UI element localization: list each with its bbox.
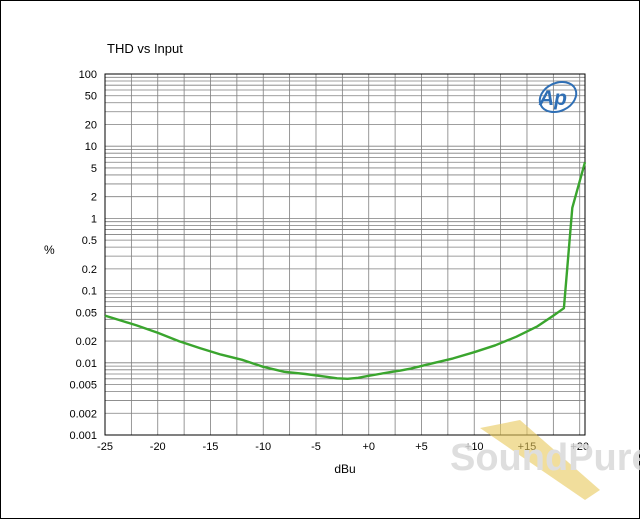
x-tick-label: +10 [465,441,484,453]
y-tick-label: 0.1 [82,286,97,298]
y-tick-label: 0.2 [82,264,97,276]
y-tick-label: 5 [91,163,97,175]
soundpure-watermark-icon: SoundPure [450,420,640,500]
y-tick-label: 0.5 [82,235,97,247]
y-tick-label: 0.005 [69,380,97,392]
y-tick-label: 100 [79,69,97,81]
x-axis-label: dBu [334,462,355,476]
y-axis-label: % [44,243,55,257]
y-tick-label: 50 [85,91,97,103]
y-tick-label: 0.001 [69,430,97,442]
ap-logo-text: Ap [538,87,567,110]
watermark-text: SoundPure [450,437,640,479]
y-tick-label: 2 [91,192,97,204]
y-tick-label: 0.02 [76,336,97,348]
y-tick-label: 0.002 [69,408,97,420]
x-tick-label: -10 [255,441,271,453]
y-tick-label: 20 [85,119,97,131]
grid [104,74,585,435]
thd-series-line [104,161,587,380]
plot-border [104,73,586,436]
x-tick-label: +20 [570,441,589,453]
chart-title: THD vs Input [107,41,183,56]
x-tick-label: -25 [97,441,113,453]
y-tick-label: 0.05 [76,307,97,319]
y-tick-label: 0.01 [76,358,97,370]
x-tick-label: -5 [311,441,321,453]
y-tick-label: 10 [85,141,97,153]
x-tick-label: -15 [203,441,219,453]
x-tick-labels: -25-20-15-10-5+0+5+10+15+20 [97,441,589,453]
x-tick-label: +5 [415,441,428,453]
ap-logo-icon: Ap [538,80,578,114]
x-tick-label: -20 [150,441,166,453]
y-tick-labels: 100 50 20 10 5 2 1 0.5 0.2 0.1 0.05 0.02 0.01 0.005 0.… [69,69,97,442]
x-tick-label: +0 [362,441,375,453]
y-tick-label: 1 [91,213,97,225]
